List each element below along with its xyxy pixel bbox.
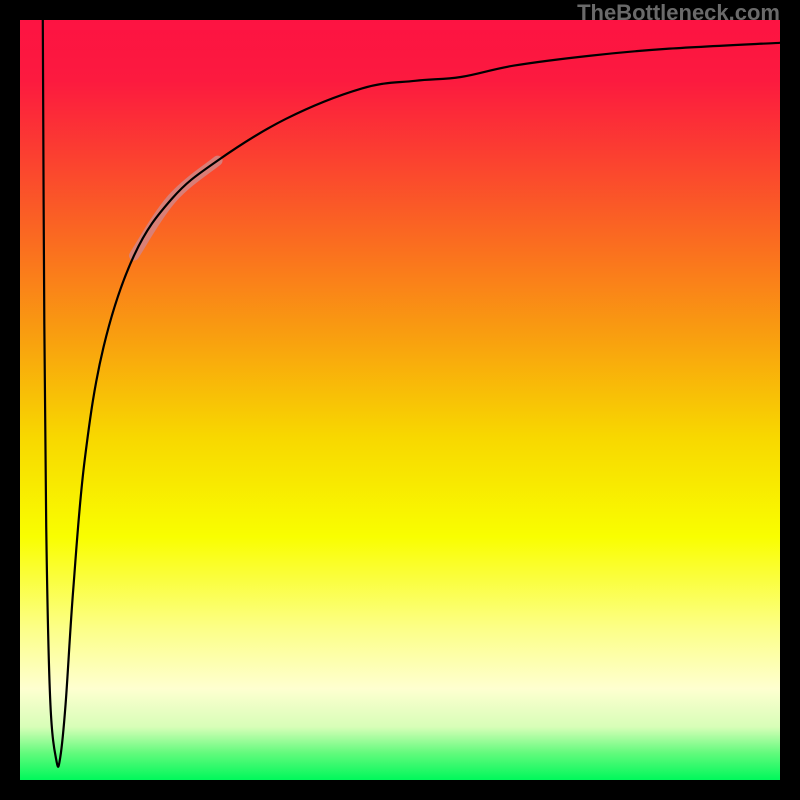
plot-area bbox=[20, 20, 780, 780]
chart-frame: TheBottleneck.com bbox=[0, 0, 800, 800]
chart-svg bbox=[20, 20, 780, 780]
watermark-text: TheBottleneck.com bbox=[577, 0, 780, 26]
plot-background bbox=[20, 20, 780, 780]
